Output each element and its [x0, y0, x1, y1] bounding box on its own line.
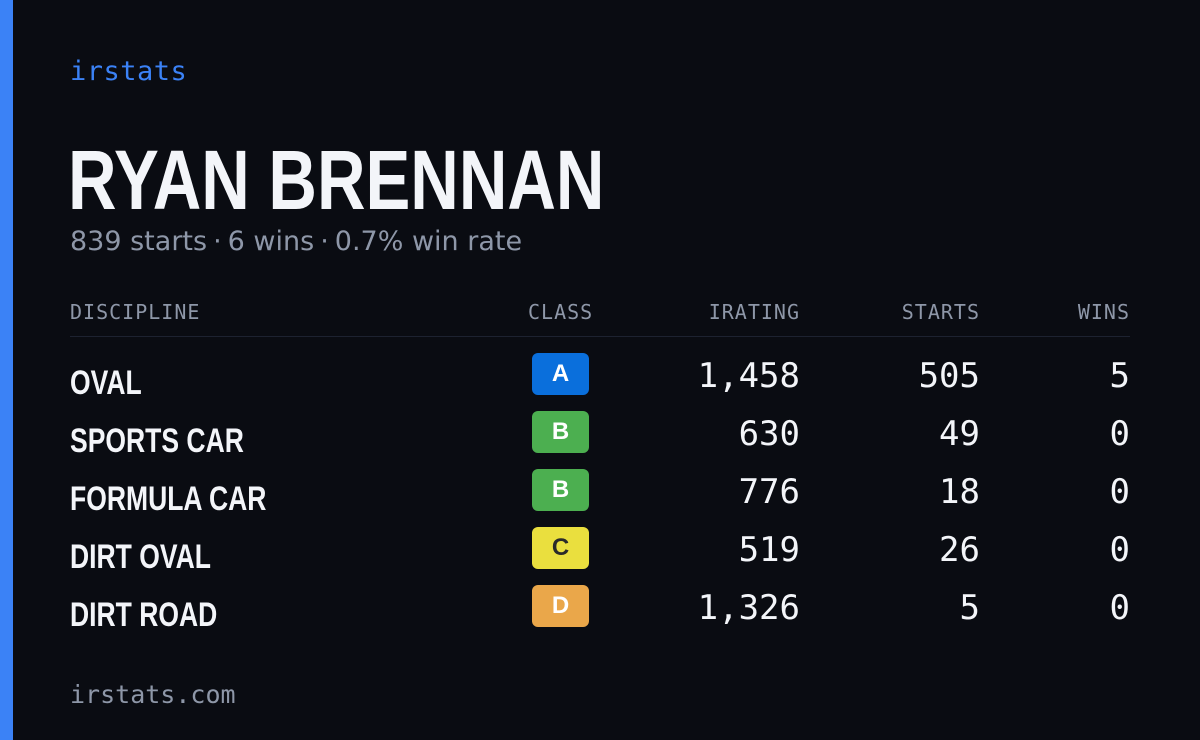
header-wins: WINS — [1077, 300, 1130, 324]
irating-value: 776 — [738, 472, 800, 512]
discipline-name: OVAL — [70, 364, 142, 402]
wins-value: 0 — [1109, 530, 1130, 570]
discipline-name: DIRT OVAL — [70, 538, 211, 576]
table-row: OVAL A 1,458 505 5 — [70, 353, 1130, 411]
table-row: FORMULA CAR B 776 18 0 — [70, 469, 1130, 527]
starts-value: 505 — [918, 356, 980, 396]
wins-value: 0 — [1109, 414, 1130, 454]
table-row: DIRT OVAL C 519 26 0 — [70, 527, 1130, 585]
total-starts: 839 starts — [70, 226, 208, 257]
starts-value: 49 — [939, 414, 980, 454]
table-body: OVAL A 1,458 505 5 SPORTS CAR B 630 49 0 FORMULA C… — [70, 353, 1130, 643]
wins-value: 0 — [1109, 588, 1130, 628]
license-class-badge: B — [532, 469, 589, 511]
discipline-table: DISCIPLINE CLASS IRATING STARTS WINS OVA… — [70, 298, 1130, 643]
license-class-badge: A — [532, 353, 589, 395]
irating-value: 630 — [738, 414, 800, 454]
wins-value: 0 — [1109, 472, 1130, 512]
separator: · — [213, 226, 222, 257]
license-class-badge: C — [532, 527, 589, 569]
irating-value: 1,326 — [697, 588, 800, 628]
driver-summary: 839 starts · 6 wins · 0.7% win rate — [70, 226, 522, 257]
total-wins: 6 wins — [227, 226, 315, 257]
footer-url: irstats.com — [70, 680, 236, 709]
irating-value: 519 — [738, 530, 800, 570]
header-irating: IRATING — [708, 300, 800, 324]
header-discipline: DISCIPLINE — [70, 300, 201, 324]
table-row: SPORTS CAR B 630 49 0 — [70, 411, 1130, 469]
separator: · — [320, 226, 329, 257]
discipline-name: DIRT ROAD — [70, 596, 218, 634]
discipline-name: FORMULA CAR — [70, 480, 267, 518]
header-class: CLASS — [528, 300, 594, 324]
discipline-name: SPORTS CAR — [70, 422, 244, 460]
header-starts: STARTS — [901, 300, 980, 324]
irating-value: 1,458 — [697, 356, 800, 396]
license-class-badge: D — [532, 585, 589, 627]
wins-value: 5 — [1109, 356, 1130, 396]
starts-value: 5 — [959, 588, 980, 628]
win-rate: 0.7% win rate — [334, 226, 523, 257]
driver-name: RYAN BRENNAN — [68, 133, 605, 227]
accent-bar — [0, 0, 13, 740]
license-class-badge: B — [532, 411, 589, 453]
table-row: DIRT ROAD D 1,326 5 0 — [70, 585, 1130, 643]
table-header: DISCIPLINE CLASS IRATING STARTS WINS — [70, 298, 1130, 337]
starts-value: 18 — [939, 472, 980, 512]
starts-value: 26 — [939, 530, 980, 570]
brand-logo: irstats — [70, 56, 188, 87]
